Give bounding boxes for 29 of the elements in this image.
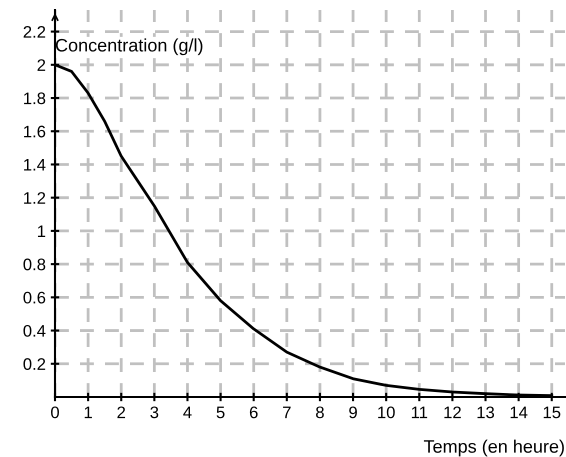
x-tick-label: 5	[216, 406, 225, 418]
x-tick-label: 10	[378, 406, 395, 418]
y-tick-label: 1.6	[24, 126, 46, 138]
x-tick-label: 9	[349, 406, 357, 418]
y-axis-title: Concentration (g/l)	[56, 38, 202, 56]
x-tick-label: 14	[510, 406, 528, 418]
y-tick-label: 2	[38, 59, 46, 71]
y-tick-label: 1.4	[24, 159, 46, 171]
y-tick-label: 1	[38, 225, 46, 237]
x-tick-label: 12	[444, 406, 461, 418]
x-tick-label: 11	[412, 406, 428, 418]
y-tick-label: 0.2	[23, 358, 46, 370]
x-tick-label: 1	[84, 406, 92, 418]
x-tick-label: 8	[316, 406, 324, 418]
y-tick-label: 0.6	[23, 292, 46, 304]
x-tick-label: 7	[283, 406, 291, 418]
x-tick-label: 6	[250, 406, 258, 418]
y-tick-label: 1.2	[24, 192, 46, 204]
x-tick-label: 0	[51, 406, 59, 418]
x-tick-label: 4	[183, 406, 192, 418]
y-tick-label: 0.4	[23, 324, 46, 337]
x-axis-title: Temps (en heure)	[424, 440, 564, 456]
y-tick-label: 0.8	[23, 258, 46, 270]
x-tick-label: 2	[117, 406, 126, 418]
y-tick-label: 1.8	[24, 92, 46, 104]
x-tick-label: 3	[150, 406, 158, 418]
x-tick-label: 15	[544, 406, 560, 418]
y-tick-label: 2.2	[24, 26, 46, 38]
x-tick-label: 13	[478, 406, 494, 418]
